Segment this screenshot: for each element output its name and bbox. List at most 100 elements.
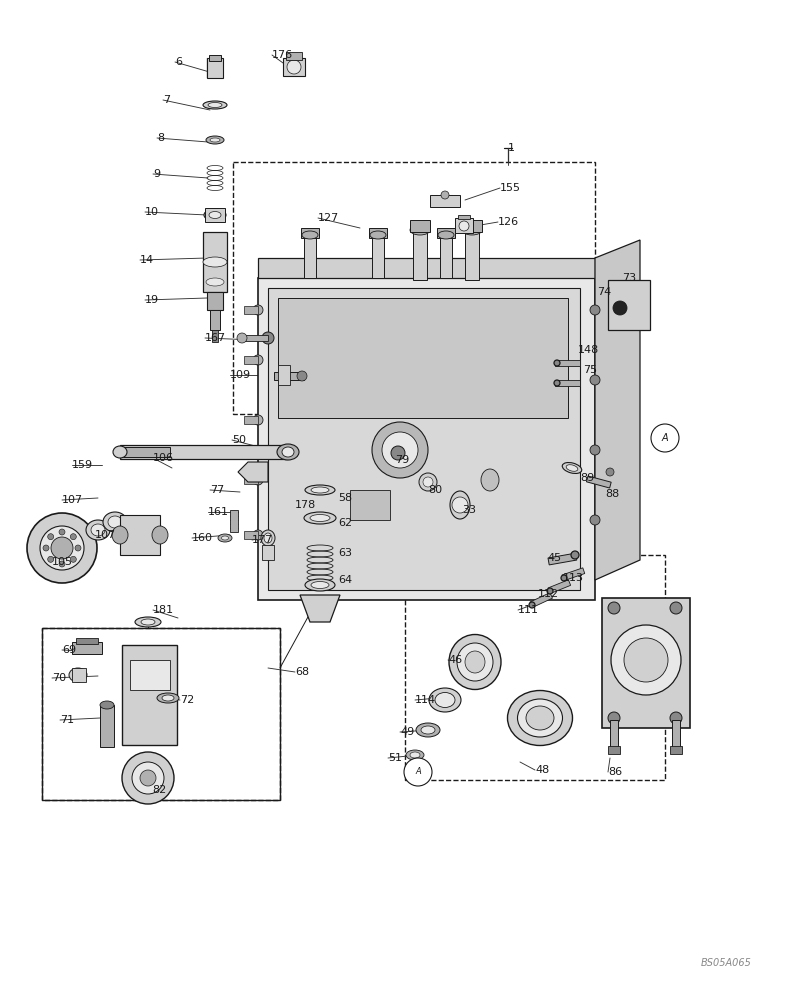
Ellipse shape <box>461 225 482 235</box>
Polygon shape <box>594 240 639 580</box>
Bar <box>436 228 454 238</box>
Text: 148: 148 <box>577 345 599 355</box>
Ellipse shape <box>152 526 168 544</box>
Ellipse shape <box>162 695 174 701</box>
Text: 155: 155 <box>500 183 521 193</box>
Text: 73: 73 <box>621 273 635 283</box>
Bar <box>669 746 681 754</box>
Ellipse shape <box>208 212 221 219</box>
Polygon shape <box>238 462 268 482</box>
Circle shape <box>75 545 81 551</box>
Ellipse shape <box>465 651 484 673</box>
Circle shape <box>607 602 620 614</box>
Bar <box>204 208 225 222</box>
Text: 88: 88 <box>604 489 619 499</box>
Ellipse shape <box>457 643 492 681</box>
Text: 9: 9 <box>152 169 160 179</box>
Text: 77: 77 <box>210 485 224 495</box>
Circle shape <box>51 537 73 559</box>
Circle shape <box>48 534 54 540</box>
Circle shape <box>71 534 76 540</box>
Text: A: A <box>414 768 420 776</box>
Polygon shape <box>299 595 340 622</box>
Ellipse shape <box>526 706 553 730</box>
Text: 109: 109 <box>230 370 251 380</box>
Circle shape <box>590 375 599 385</box>
Circle shape <box>623 638 667 682</box>
Bar <box>120 445 288 459</box>
Bar <box>208 55 221 61</box>
Text: 106: 106 <box>152 453 174 463</box>
Ellipse shape <box>204 209 225 221</box>
Ellipse shape <box>310 514 329 522</box>
Bar <box>561 568 584 581</box>
Ellipse shape <box>480 469 499 491</box>
Text: 75: 75 <box>582 365 596 375</box>
Circle shape <box>423 477 432 487</box>
Ellipse shape <box>260 530 275 546</box>
Circle shape <box>237 333 247 343</box>
Text: 161: 161 <box>208 507 229 517</box>
Text: 114: 114 <box>414 695 436 705</box>
Text: 70: 70 <box>52 673 66 683</box>
Circle shape <box>253 475 263 485</box>
Text: 49: 49 <box>400 727 414 737</box>
Ellipse shape <box>428 688 461 712</box>
Bar <box>547 553 576 565</box>
Bar <box>212 330 217 342</box>
Polygon shape <box>268 288 579 590</box>
Ellipse shape <box>302 231 318 239</box>
Circle shape <box>59 529 65 535</box>
Ellipse shape <box>415 723 440 737</box>
Text: 167: 167 <box>204 333 225 343</box>
Ellipse shape <box>277 444 298 460</box>
Bar <box>207 292 223 310</box>
Bar <box>233 162 594 414</box>
Text: 107: 107 <box>95 530 116 540</box>
Circle shape <box>371 422 427 478</box>
Text: 62: 62 <box>337 518 352 528</box>
Bar <box>430 195 460 207</box>
Bar <box>277 365 290 385</box>
Ellipse shape <box>141 619 155 625</box>
Circle shape <box>458 221 469 231</box>
Bar <box>243 476 258 484</box>
Circle shape <box>669 602 681 614</box>
Ellipse shape <box>410 752 419 758</box>
Bar <box>547 580 570 594</box>
Circle shape <box>669 712 681 724</box>
Circle shape <box>253 355 263 365</box>
Text: 46: 46 <box>448 655 461 665</box>
Ellipse shape <box>311 487 328 493</box>
Polygon shape <box>258 258 594 278</box>
Text: 111: 111 <box>517 605 539 615</box>
Bar <box>230 510 238 532</box>
Text: 113: 113 <box>562 573 583 583</box>
Text: 82: 82 <box>152 785 166 795</box>
Polygon shape <box>258 278 594 600</box>
Bar <box>130 660 169 690</box>
Bar <box>243 416 258 424</box>
Circle shape <box>391 446 405 460</box>
Text: 51: 51 <box>388 753 401 763</box>
Text: 7: 7 <box>163 95 170 105</box>
Bar <box>607 746 620 754</box>
Text: 105: 105 <box>52 557 73 567</box>
Circle shape <box>253 530 263 540</box>
Ellipse shape <box>203 101 227 109</box>
Ellipse shape <box>86 520 109 540</box>
Ellipse shape <box>437 231 453 239</box>
Ellipse shape <box>565 465 577 471</box>
Text: 159: 159 <box>72 460 93 470</box>
Bar <box>672 720 679 748</box>
Bar <box>120 447 169 457</box>
Text: 8: 8 <box>157 133 164 143</box>
Bar <box>262 545 273 560</box>
Ellipse shape <box>206 136 224 144</box>
Bar <box>454 218 473 233</box>
Ellipse shape <box>281 447 294 457</box>
Bar <box>285 52 302 60</box>
Text: 68: 68 <box>294 667 309 677</box>
Ellipse shape <box>264 533 272 543</box>
Bar <box>283 58 305 76</box>
